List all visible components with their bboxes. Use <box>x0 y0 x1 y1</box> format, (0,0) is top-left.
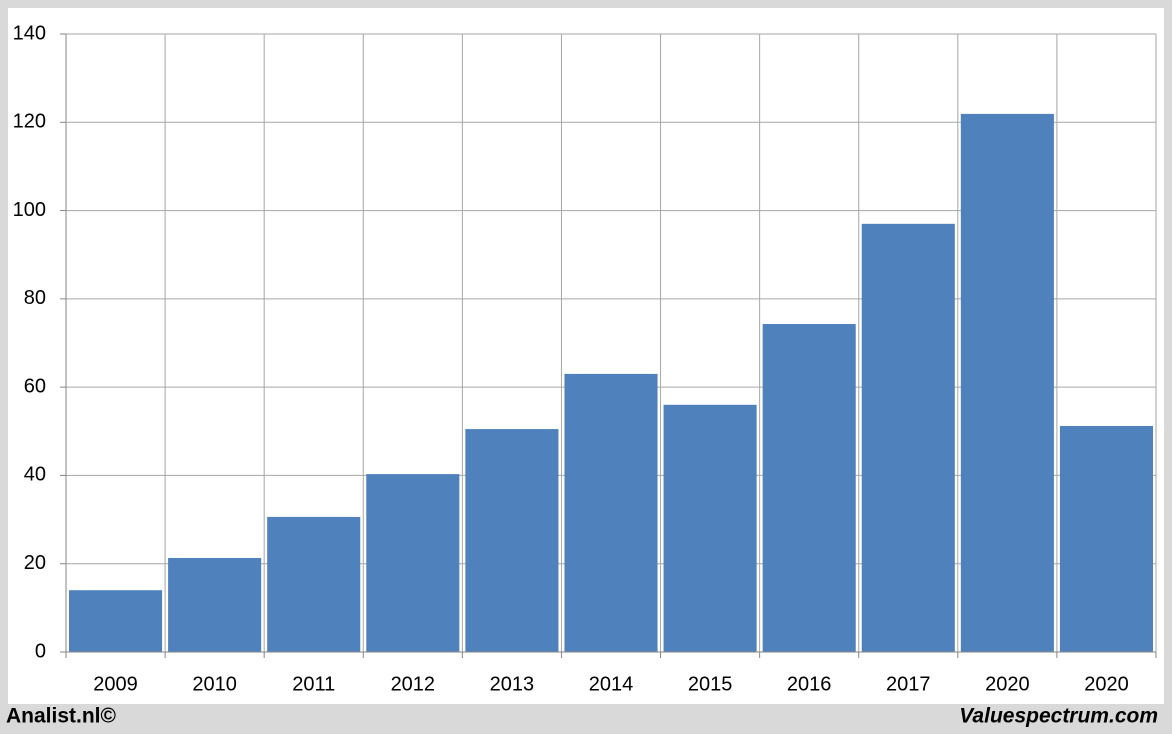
y-tick-label: 120 <box>13 111 46 133</box>
y-tick-label: 80 <box>24 287 46 309</box>
x-tick-label: 2016 <box>787 673 832 695</box>
y-tick-label: 140 <box>13 22 46 44</box>
x-tick-label: 2014 <box>589 673 634 695</box>
y-tick-label: 40 <box>24 464 46 486</box>
source-label: Analist.nl© <box>6 705 117 728</box>
x-tick-label: 2020 <box>1084 673 1129 695</box>
bar <box>960 113 1054 653</box>
bar <box>861 223 955 653</box>
bar <box>267 516 361 652</box>
bar <box>366 474 460 652</box>
x-tick-label: 2012 <box>391 673 436 695</box>
bar <box>1059 425 1153 652</box>
x-tick-label: 2017 <box>886 673 931 695</box>
x-tick-label: 2009 <box>93 673 138 695</box>
bar <box>564 373 658 652</box>
x-tick-label: 2020 <box>985 673 1030 695</box>
y-tick-label: 60 <box>24 375 46 397</box>
bar <box>69 590 163 652</box>
x-tick-label: 2015 <box>688 673 733 695</box>
bar <box>663 404 757 652</box>
y-tick-label: 20 <box>24 552 46 574</box>
y-tick-label: 0 <box>35 640 46 662</box>
bar <box>168 557 262 652</box>
x-tick-label: 2013 <box>490 673 535 695</box>
x-tick-label: 2011 <box>292 673 335 695</box>
credit-label: Valuespectrum.com <box>959 705 1158 728</box>
y-tick-label: 100 <box>13 199 46 221</box>
bar <box>762 324 856 652</box>
x-tick-label: 2010 <box>192 673 237 695</box>
bar <box>465 429 559 652</box>
